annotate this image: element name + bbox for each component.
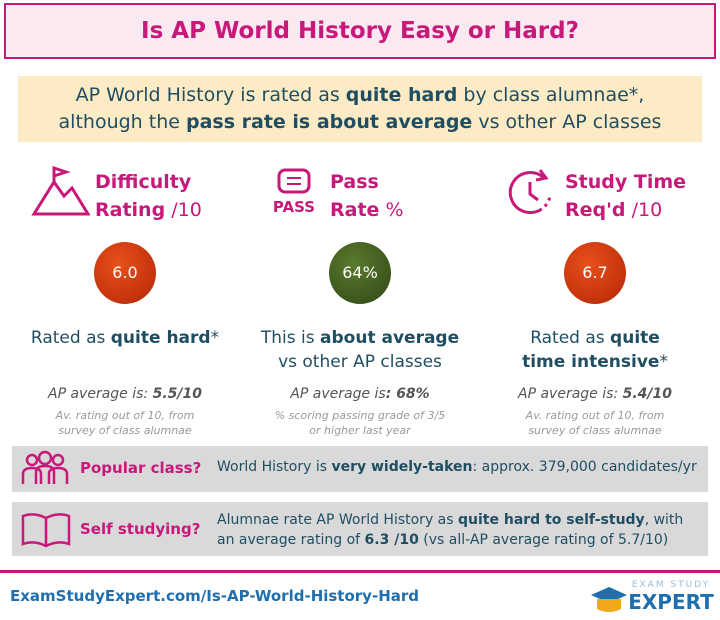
- intro-line: although the pass rate is about average …: [18, 109, 702, 136]
- verdict: Rated as quite hard*: [10, 326, 240, 378]
- heading-text: Study Time: [565, 171, 687, 193]
- heading-text: Pass: [330, 171, 379, 193]
- row-label: Self studying?: [80, 520, 201, 538]
- heading-text: Difficulty: [95, 171, 192, 193]
- column-head: PASS Pass Rate %: [245, 160, 475, 230]
- text: vs other AP classes: [472, 111, 662, 133]
- text-bold: quite hard: [110, 328, 211, 348]
- note-line: or higher last year: [309, 424, 411, 437]
- people-icon: [21, 450, 69, 484]
- text-bold: about average: [320, 328, 460, 348]
- text: World History is: [217, 459, 332, 475]
- logo-bottom: EXPERT: [628, 590, 714, 614]
- text-bold: quite hard to self-study: [458, 512, 645, 528]
- text: *: [210, 328, 220, 348]
- average: AP average is: 68%: [245, 386, 475, 402]
- text: (vs all-AP average rating of 5.7/10): [418, 532, 669, 548]
- logo-cap-base: [597, 599, 621, 612]
- note: Av. rating out of 10, from survey of clas…: [480, 408, 710, 438]
- footer: ExamStudyExpert.com/Is-AP-World-History-…: [0, 570, 720, 620]
- note: % scoring passing grade of 3/5 or higher …: [245, 408, 475, 438]
- info-row: Self studying? Alumnae rate AP World His…: [12, 502, 708, 556]
- score-circle: 6.0: [94, 242, 156, 304]
- note-line: Av. rating out of 10, from: [55, 409, 195, 422]
- column: Study Time Req'd /10 6.7 Rated as quite t…: [480, 160, 710, 438]
- column-head: Study Time Req'd /10: [480, 160, 710, 230]
- text: This is: [260, 328, 321, 348]
- verdict: Rated as quite time intensive*: [480, 326, 710, 378]
- score-circle: 64%: [329, 242, 391, 304]
- text: although the: [58, 111, 186, 133]
- text: AP average is:: [518, 386, 623, 402]
- column: Difficulty Rating /10 6.0 Rated as quite …: [10, 160, 240, 438]
- logo-top: EXAM STUDY: [632, 580, 710, 590]
- mountain-icon: [31, 166, 90, 216]
- intro-line: AP World History is rated as quite hard …: [18, 82, 702, 109]
- text: vs other AP classes: [278, 352, 442, 372]
- heading-text: Rating: [95, 199, 166, 221]
- text-bold: quite time intensive: [522, 328, 660, 372]
- text: AP average is:: [48, 386, 153, 402]
- row-text: World History is very widely-taken: appr…: [217, 459, 700, 475]
- text: Rated as: [530, 328, 611, 348]
- heading-unit: /10: [165, 199, 202, 221]
- note-line: survey of class alumnae: [528, 424, 662, 437]
- heading: Difficulty Rating /10: [95, 168, 202, 224]
- text: Rated as: [30, 328, 111, 348]
- column: PASS Pass Rate % 64% This is about averag…: [245, 160, 475, 438]
- title: Is AP World History Easy or Hard?: [4, 3, 716, 59]
- verdict: This is about average vs other AP classes: [245, 326, 475, 378]
- text-bold: very widely-taken: [331, 459, 473, 475]
- note: Av. rating out of 10, from survey of clas…: [10, 408, 240, 438]
- info-row: Popular class? World History is very wid…: [12, 446, 708, 492]
- row-label: Popular class?: [80, 459, 202, 477]
- heading-unit: %: [379, 199, 404, 221]
- text: by class alumnae*,: [457, 84, 645, 106]
- heading-text: Rate: [330, 199, 380, 221]
- logo: EXAM STUDY EXPERT: [591, 580, 714, 614]
- text: AP World History is rated as: [75, 84, 346, 106]
- icon-text: PASS: [273, 198, 315, 216]
- note-line: % scoring passing grade of 3/5: [274, 409, 446, 422]
- score-circle: 6.7: [564, 242, 626, 304]
- column-head: Difficulty Rating /10: [10, 160, 240, 230]
- text: *: [659, 352, 668, 372]
- heading: Pass Rate %: [330, 168, 404, 224]
- footer-link[interactable]: ExamStudyExpert.com/Is-AP-World-History-…: [10, 587, 419, 605]
- text-bold: pass rate is about average: [185, 111, 473, 133]
- average: AP average is: 5.4/10: [480, 386, 710, 402]
- text-bold: quite hard: [345, 84, 458, 106]
- text-bold: : 68%: [385, 386, 430, 402]
- text-bold: 5.5/10: [152, 386, 202, 402]
- book-icon: [21, 513, 71, 548]
- note-line: survey of class alumnae: [58, 424, 192, 437]
- clock-icon: [508, 169, 552, 215]
- average: AP average is: 5.5/10: [10, 386, 240, 402]
- text: Alumnae rate AP World History as: [217, 512, 459, 528]
- text: , with an average rating of: [217, 512, 684, 548]
- text: AP average is: [290, 386, 386, 402]
- heading-text: Req'd: [565, 199, 626, 221]
- intro: AP World History is rated as quite hard …: [18, 76, 702, 142]
- text-bold: 5.4/10: [622, 386, 672, 402]
- note-line: Av. rating out of 10, from: [525, 409, 665, 422]
- pass-icon: PASS: [273, 168, 315, 216]
- heading: Study Time Req'd /10: [565, 168, 686, 224]
- text-bold: 6.3 /10: [364, 532, 419, 548]
- row-text: Alumnae rate AP World History as quite h…: [217, 510, 700, 550]
- heading-unit: /10: [625, 199, 663, 221]
- text: : approx. 379,000 candidates/yr: [472, 459, 697, 475]
